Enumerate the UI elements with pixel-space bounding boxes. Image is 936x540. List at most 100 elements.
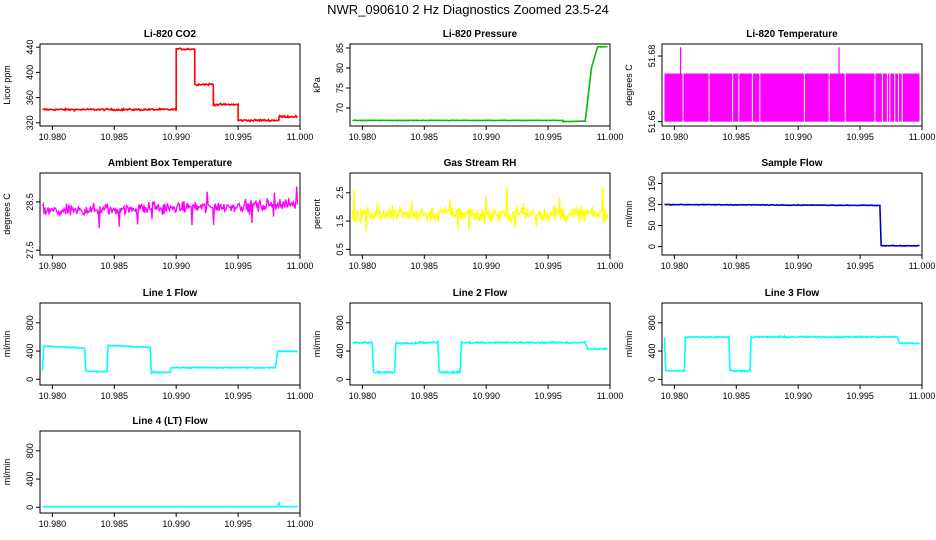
chart0-title: Li-820 CO2 bbox=[144, 29, 197, 40]
chart5-ytick-label-1: 50 bbox=[647, 221, 657, 231]
chart3-xtick-label-4: 11.000 bbox=[287, 261, 314, 271]
chart5-series bbox=[664, 203, 920, 248]
chart6-svg: Line 1 Flow ml/min 10.980 10.985 10.990 10.99… bbox=[2, 288, 313, 401]
chart0-xtick-label-0: 10.980 bbox=[39, 132, 67, 142]
chart9-xtick-label-3: 10.995 bbox=[224, 519, 252, 529]
chart1-ytick-label-1: 75 bbox=[335, 83, 345, 93]
chart1-frame bbox=[349, 43, 611, 127]
chart7-ytick-label-1: 400 bbox=[335, 344, 345, 359]
chart3-xtick-label-0: 10.980 bbox=[39, 261, 67, 271]
chart4-ytick-label-0: 0.5 bbox=[335, 243, 345, 256]
chart6-series bbox=[41, 344, 298, 376]
chart5-line-0 bbox=[664, 203, 920, 248]
chart3-ylabel: degrees C bbox=[2, 193, 12, 235]
chart3-series bbox=[41, 186, 299, 229]
chart0-ytick-label-2: 400 bbox=[25, 65, 35, 80]
chart9-svg: Line 4 (LT) Flow ml/min 10.980 10.985 10.990… bbox=[2, 416, 313, 529]
chart7-xtick-label-0: 10.980 bbox=[349, 391, 377, 401]
chart8-series bbox=[663, 334, 920, 374]
chart6-xtick-label-3: 10.995 bbox=[224, 391, 252, 401]
chart7-xtick-label-1: 10.985 bbox=[411, 391, 439, 401]
chart3-svg: Ambient Box Temperature degrees C 10.980 10… bbox=[2, 158, 313, 271]
chart4-frame bbox=[349, 172, 611, 256]
chart6-line-0 bbox=[41, 344, 298, 376]
panel-li820-co2: Li-820 CO2 Licor ppm 10.980 10.985 10.990 10.… bbox=[0, 22, 313, 152]
chart6-xtick-label-0: 10.980 bbox=[39, 391, 67, 401]
chart8-xtick-label-0: 10.980 bbox=[661, 391, 689, 401]
chart5-xtick-label-4: 11.000 bbox=[909, 261, 936, 271]
chart1-xtick-label-2: 10.990 bbox=[472, 132, 500, 142]
chart4-ylabel: percent bbox=[312, 198, 322, 229]
chart8-ytick-label-2: 800 bbox=[647, 315, 657, 330]
panel-line-4-flow: Line 4 (LT) Flow ml/min 10.980 10.985 10.990… bbox=[0, 409, 313, 539]
chart9-xtick-label-4: 11.000 bbox=[287, 519, 314, 529]
chart2-series bbox=[664, 47, 920, 122]
chart9-xtick-label-2: 10.990 bbox=[162, 519, 190, 529]
chart2-title: Li-820 Temperature bbox=[746, 29, 838, 40]
chart6-xtick-label-1: 10.985 bbox=[101, 391, 129, 401]
chart8-svg: Line 3 Flow ml/min 10.980 10.985 10.990 10.99… bbox=[624, 288, 935, 401]
chart8-xtick-label-1: 10.985 bbox=[723, 391, 751, 401]
chart7-xtick-label-2: 10.990 bbox=[472, 391, 500, 401]
chart9-xtick-label-0: 10.980 bbox=[39, 519, 67, 529]
chart5-xtick-label-0: 10.980 bbox=[661, 261, 689, 271]
chart9-ytick-label-0: 0 bbox=[25, 505, 35, 510]
chart0-frame bbox=[39, 43, 301, 127]
chart3-ytick-label-1: 28.5 bbox=[25, 193, 35, 211]
chart8-xtick-label-4: 11.000 bbox=[909, 391, 936, 401]
chart1-ytick-label-3: 85 bbox=[335, 43, 345, 53]
chart3-xtick-label-3: 10.995 bbox=[224, 261, 252, 271]
panel-line-2-flow: Line 2 Flow ml/min 10.980 10.985 10.990 10.99… bbox=[310, 281, 623, 411]
panel-gas-stream-rh: Gas Stream RH percent 10.980 10.985 10.990 10… bbox=[310, 151, 623, 281]
chart1-ytick-label-0: 70 bbox=[335, 103, 345, 113]
chart8-ytick-label-0: 0 bbox=[647, 377, 657, 382]
chart1-xtick-label-0: 10.980 bbox=[349, 132, 377, 142]
chart1-line-0 bbox=[352, 45, 608, 123]
chart9-line-0 bbox=[42, 500, 298, 508]
chart2-ytick-label-1: 51.68 bbox=[647, 45, 657, 68]
chart9-ytick-label-2: 800 bbox=[25, 443, 35, 458]
chart0-ytick-label-0: 320 bbox=[25, 115, 35, 130]
chart1-xtick-label-1: 10.985 bbox=[411, 132, 439, 142]
chart3-frame bbox=[39, 172, 301, 256]
chart3-line-0 bbox=[41, 186, 299, 229]
chart7-xtick-label-4: 11.000 bbox=[597, 391, 624, 401]
chart5-ytick-label-2: 100 bbox=[647, 197, 657, 212]
panel-li820-temperature: Li-820 Temperature degrees C 10.980 10.985 1… bbox=[622, 22, 935, 152]
chart7-ylabel: ml/min bbox=[312, 331, 322, 358]
chart4-ytick-label-2: 2.5 bbox=[335, 187, 345, 200]
chart9-ytick-label-1: 400 bbox=[25, 472, 35, 487]
chart9-ylabel: ml/min bbox=[2, 459, 12, 486]
chart8-xtick-label-3: 10.995 bbox=[846, 391, 874, 401]
chart3-title: Ambient Box Temperature bbox=[108, 158, 233, 169]
chart6-ytick-label-2: 800 bbox=[25, 315, 35, 330]
panel-line-1-flow: Line 1 Flow ml/min 10.980 10.985 10.990 10.99… bbox=[0, 281, 313, 411]
chart1-title: Li-820 Pressure bbox=[443, 29, 518, 40]
chart4-xtick-label-4: 11.000 bbox=[597, 261, 624, 271]
chart7-ytick-label-0: 0 bbox=[335, 377, 345, 382]
chart4-xtick-label-0: 10.980 bbox=[349, 261, 377, 271]
panel-sample-flow: Sample Flow ml/min 10.980 10.985 10.990 10.99… bbox=[622, 151, 935, 281]
chart1-ylabel: kPa bbox=[312, 77, 322, 93]
chart1-series bbox=[352, 45, 608, 123]
chart4-series bbox=[351, 185, 609, 232]
chart4-ytick-label-1: 1.5 bbox=[335, 215, 345, 228]
chart3-ytick-label-0: 27.5 bbox=[25, 241, 35, 259]
chart2-ytick-label-0: 51.65 bbox=[647, 110, 657, 133]
chart7-title: Line 2 Flow bbox=[453, 288, 508, 299]
chart0-ylabel: Licor ppm bbox=[2, 65, 12, 105]
chart3-xtick-label-1: 10.985 bbox=[101, 261, 129, 271]
panel-li820-pressure: Li-820 Pressure kPa 10.980 10.985 10.990 10.9… bbox=[310, 22, 623, 152]
chart2-frame bbox=[661, 43, 923, 127]
chart6-frame bbox=[39, 302, 301, 386]
chart2-ylabel: degrees C bbox=[624, 64, 634, 106]
chart5-ytick-label-0: 0 bbox=[647, 244, 657, 249]
chart2-xtick-label-2: 10.990 bbox=[784, 132, 812, 142]
chart4-title: Gas Stream RH bbox=[444, 158, 517, 169]
chart0-ytick-label-3: 440 bbox=[25, 40, 35, 55]
chart5-frame bbox=[661, 172, 923, 256]
chart5-xtick-label-3: 10.995 bbox=[846, 261, 874, 271]
chart2-xtick-label-3: 10.995 bbox=[846, 132, 874, 142]
chart0-xtick-label-3: 10.995 bbox=[224, 132, 252, 142]
chart6-ylabel: ml/min bbox=[2, 331, 12, 358]
